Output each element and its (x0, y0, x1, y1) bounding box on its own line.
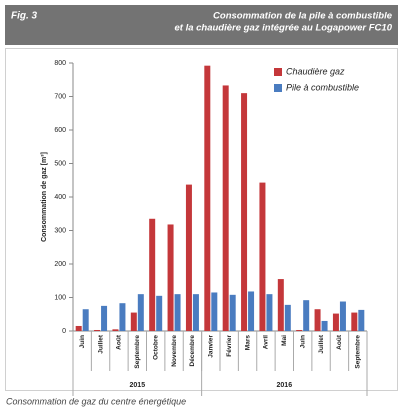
x-tick-label: Mai (281, 335, 288, 346)
bar (314, 309, 321, 331)
bar (339, 301, 346, 331)
bar (156, 295, 163, 331)
bar (185, 184, 192, 331)
caption: Consommation de gaz du centre énergétiqu… (6, 396, 186, 406)
bar (241, 93, 248, 332)
fig-label: Fig. 3 (11, 11, 38, 22)
x-tick-label: Octobre (152, 335, 159, 360)
bar (167, 224, 174, 331)
bar (192, 294, 199, 331)
bar (94, 329, 101, 331)
legend-swatch (274, 84, 282, 92)
group-label: 2016 (277, 382, 293, 389)
bar (149, 218, 156, 331)
x-tick-label: Avril (263, 335, 270, 349)
bar (303, 300, 310, 331)
bar (321, 320, 328, 331)
bar (259, 182, 266, 331)
y-axis-label: Consommation de gaz [m³] (41, 152, 48, 242)
group-label: 2015 (130, 382, 146, 389)
y-tick-label: 500 (54, 160, 66, 167)
legend-label: Pile à combustible (286, 82, 359, 92)
bar (266, 294, 273, 331)
bar (284, 304, 291, 331)
bar (82, 309, 89, 331)
x-tick-label: Septembre (355, 335, 362, 369)
bar (204, 65, 211, 332)
y-tick-label: 800 (54, 60, 66, 67)
header-bar (5, 5, 398, 45)
x-tick-label: Novembre (171, 335, 178, 367)
x-tick-label: Juillet (97, 334, 104, 354)
y-tick-label: 200 (54, 261, 66, 268)
bar (137, 294, 144, 331)
y-tick-label: 700 (54, 93, 66, 100)
x-tick-label: Septembre (134, 335, 141, 369)
bar (222, 85, 229, 331)
bar (119, 303, 126, 331)
y-tick-label: 400 (54, 194, 66, 201)
bar (75, 325, 82, 331)
x-tick-label: Février (226, 335, 233, 357)
bar (211, 292, 218, 331)
bar (248, 291, 255, 331)
x-tick-label: Août (116, 334, 123, 350)
bar (332, 313, 339, 331)
y-tick-label: 0 (62, 328, 66, 335)
bar (112, 329, 119, 331)
fig-title: et la chaudière gaz intégrée au Logapowe… (174, 23, 392, 34)
bar (101, 305, 108, 331)
x-tick-label: Janvier (208, 335, 215, 358)
bar (174, 294, 181, 331)
y-tick-label: 300 (54, 227, 66, 234)
bar (351, 312, 358, 331)
bar (358, 309, 365, 331)
x-tick-label: Décembre (189, 335, 196, 367)
x-tick-label: Juillet (318, 334, 325, 354)
x-tick-label: Juin (299, 335, 306, 348)
y-tick-label: 100 (54, 294, 66, 301)
legend-swatch (274, 68, 282, 76)
bar (229, 294, 236, 331)
x-tick-label: Mars (244, 335, 251, 351)
x-tick-label: Août (336, 334, 343, 350)
bar (130, 312, 137, 331)
bar (296, 329, 303, 331)
fig-title: Consommation de la pile à combustible (213, 11, 393, 22)
x-tick-label: Juin (79, 335, 86, 348)
legend-label: Chaudière gaz (286, 66, 345, 76)
y-tick-label: 600 (54, 127, 66, 134)
bar (277, 279, 284, 331)
